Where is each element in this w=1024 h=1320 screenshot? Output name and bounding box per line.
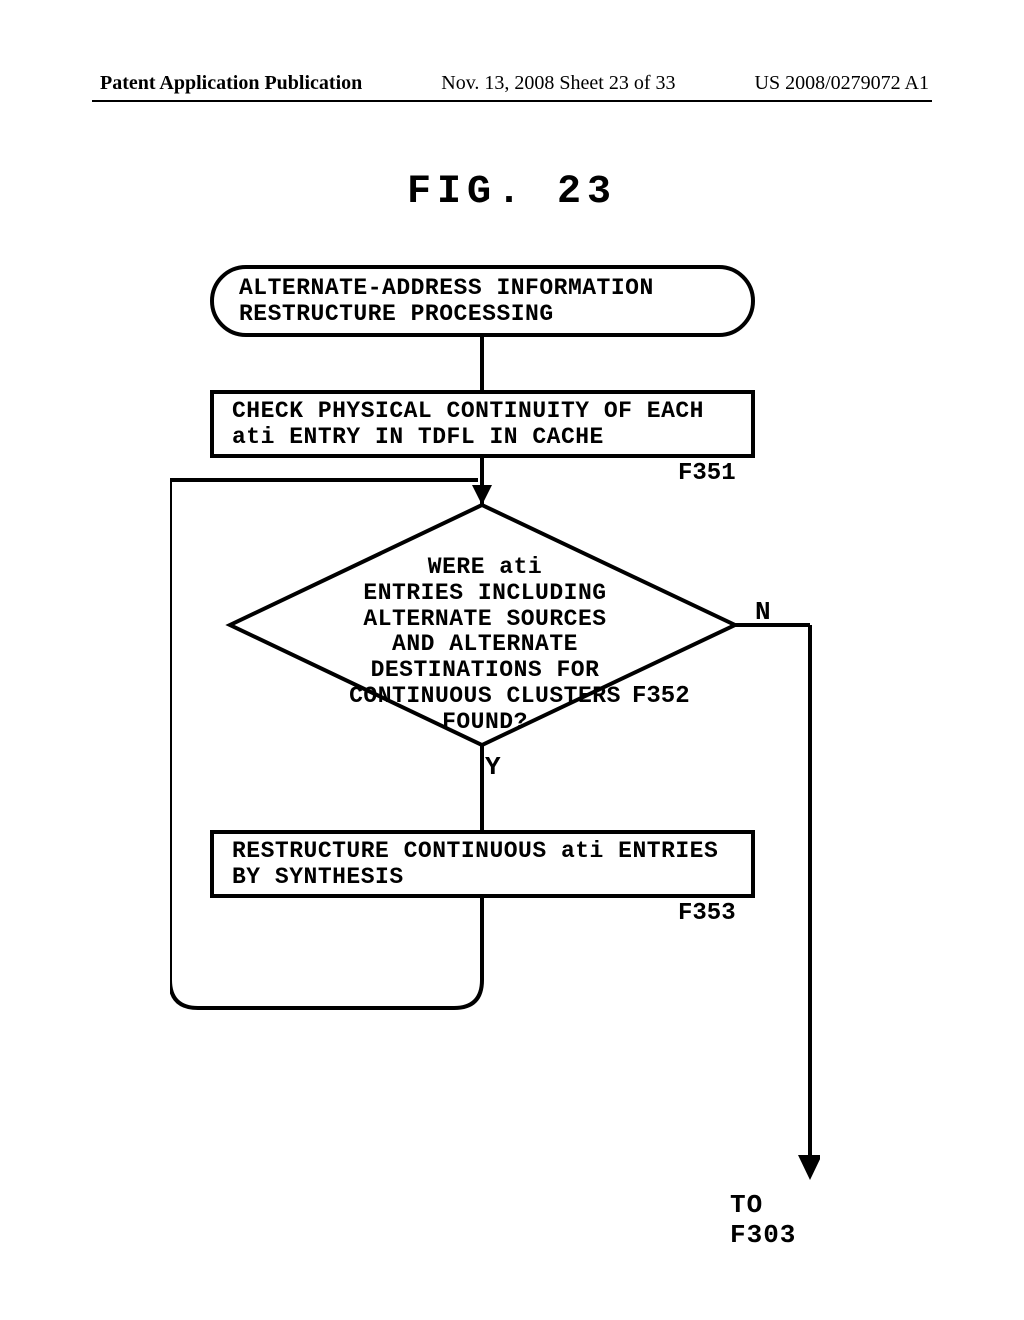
header-left: Patent Application Publication	[100, 72, 362, 95]
decision-label: WERE ati ENTRIES INCLUDING ALTERNATE SOU…	[295, 555, 675, 735]
header-rule	[92, 100, 932, 102]
process2-label: RESTRUCTURE CONTINUOUS ati ENTRIES BY SY…	[232, 838, 751, 891]
header-right: US 2008/0279072 A1	[755, 72, 929, 95]
label-f352: F352	[632, 683, 690, 710]
figure-title: FIG. 23	[0, 170, 1024, 215]
label-f351: F351	[678, 460, 736, 487]
terminator-start: ALTERNATE-ADDRESS INFORMATION RESTRUCTUR…	[210, 265, 755, 337]
label-f353: F353	[678, 900, 736, 927]
label-exit: TO F303	[730, 1190, 820, 1250]
page-header: Patent Application Publication Nov. 13, …	[0, 72, 1024, 95]
terminator-label: ALTERNATE-ADDRESS INFORMATION RESTRUCTUR…	[239, 275, 751, 328]
label-yes: Y	[485, 752, 501, 782]
process1-label: CHECK PHYSICAL CONTINUITY OF EACH ati EN…	[232, 398, 751, 451]
label-no: N	[755, 597, 771, 627]
process-check-continuity: CHECK PHYSICAL CONTINUITY OF EACH ati EN…	[210, 390, 755, 458]
decision-text: WERE ati ENTRIES INCLUDING ALTERNATE SOU…	[349, 554, 621, 735]
flowchart: ALTERNATE-ADDRESS INFORMATION RESTRUCTUR…	[170, 260, 820, 1230]
process-restructure: RESTRUCTURE CONTINUOUS ati ENTRIES BY SY…	[210, 830, 755, 898]
header-center: Nov. 13, 2008 Sheet 23 of 33	[441, 72, 675, 95]
